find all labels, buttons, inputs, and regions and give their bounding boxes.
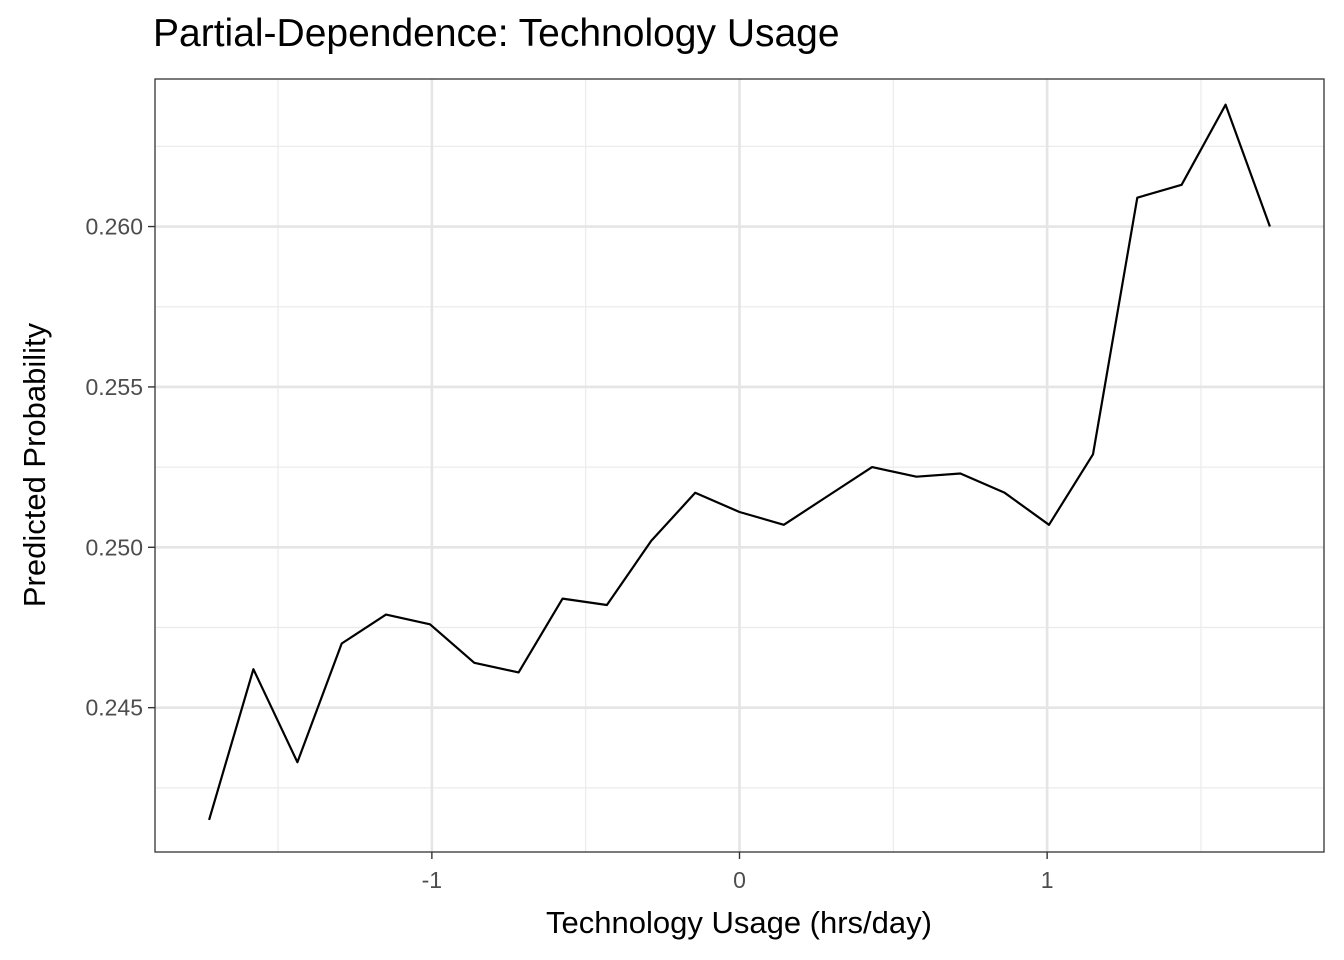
x-tick-label: 1 — [1041, 867, 1054, 893]
x-axis: -1 0 1 — [422, 852, 1054, 893]
y-tick-label: 0.260 — [85, 214, 143, 240]
y-tick-label: 0.250 — [85, 534, 143, 560]
y-tick-label: 0.255 — [85, 374, 143, 400]
chart-title: Partial-Dependence: Technology Usage — [153, 12, 840, 55]
y-tick-label: 0.245 — [85, 695, 143, 721]
major-gridlines — [155, 79, 1324, 852]
x-tick-label: 0 — [733, 867, 746, 893]
series-line — [208, 103, 1271, 821]
x-axis-title: Technology Usage (hrs/day) — [546, 905, 932, 940]
x-tick-label: -1 — [422, 867, 442, 893]
y-axis: 0.245 0.250 0.255 0.260 — [85, 214, 155, 721]
y-axis-title: Predicted Probability — [17, 322, 52, 607]
